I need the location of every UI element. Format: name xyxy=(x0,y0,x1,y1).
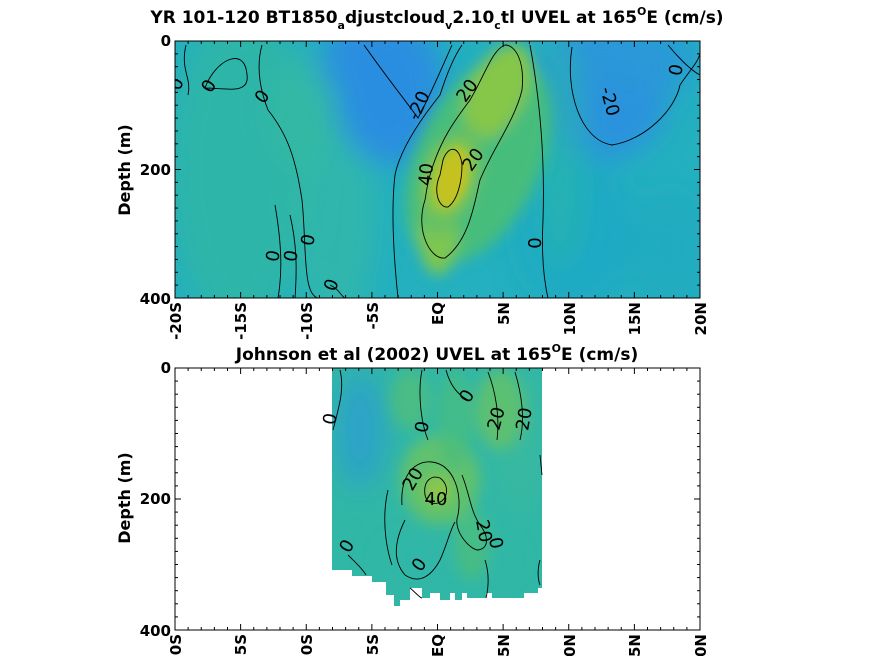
bottom-x-tick-labels: -20S -15S -10S -5S EQ 5N 10N 15N 20N xyxy=(167,634,710,656)
top-contour-20-outer xyxy=(421,44,523,259)
top-contour-neg20-east xyxy=(569,46,700,146)
bottom-y-minor-ticks xyxy=(175,367,700,631)
top-xtick-label: -10S xyxy=(298,302,316,340)
bottom-contour-zero-c xyxy=(395,519,456,580)
bottom-contours xyxy=(332,369,543,599)
bottom-ytick-label: 200 xyxy=(140,490,171,508)
top-xtick-label: -5S xyxy=(364,302,382,329)
top-contour-zero-west-2 xyxy=(204,58,248,90)
top-clabel: 0 xyxy=(280,249,303,264)
top-xtick-label: 15N xyxy=(626,302,644,335)
bottom-y-axis-label: Depth (m) xyxy=(115,452,134,544)
top-y-tick-labels: 0 200 400 xyxy=(140,32,171,308)
top-contour-zero-west-3 xyxy=(258,44,319,298)
top-contour-neg20-eq xyxy=(363,44,453,119)
bottom-contour-20-core xyxy=(401,461,487,551)
top-x-tick-labels: -20S -15S -10S -5S EQ 5N 10N 15N 20N xyxy=(167,302,710,340)
top-y-minor-ticks xyxy=(175,40,700,299)
top-ytick-label: 400 xyxy=(140,290,171,308)
bottom-clabel: 20 xyxy=(512,406,537,432)
bottom-contour-20-a xyxy=(487,371,499,441)
top-contour-40 xyxy=(436,148,463,208)
top-clabel: 0 xyxy=(297,233,320,248)
top-contour-zero-east xyxy=(529,44,549,298)
top-clabel: 40 xyxy=(415,162,438,187)
bottom-xtick-label: -10S xyxy=(298,634,316,656)
top-contour-zero-west-1 xyxy=(183,44,190,96)
bottom-xtick-label: 5N xyxy=(495,634,513,656)
bottom-ytick-label: 400 xyxy=(140,622,171,640)
top-x-minor-ticks xyxy=(174,41,701,298)
bottom-contour-zero-b xyxy=(445,369,469,401)
bottom-xtick-label: -20S xyxy=(167,634,185,656)
bottom-contour-zero-g xyxy=(539,454,543,476)
top-clabel: 0 xyxy=(665,63,688,78)
bottom-xtick-label: 10N xyxy=(561,634,579,656)
bottom-ytick-label: 0 xyxy=(161,359,171,377)
top-contour-zero-west-6 xyxy=(329,284,346,298)
bottom-clabel: 20 xyxy=(471,518,496,544)
bottom-contour-zero-a xyxy=(419,369,429,441)
bottom-clabel: 40 xyxy=(425,489,448,510)
top-xtick-label: 5N xyxy=(495,302,513,325)
bottom-clabel: 0 xyxy=(484,536,507,551)
bottom-heatmap: 0 0 0 20 20 20 40 20 0 0 0 xyxy=(175,368,700,630)
top-xtick-label: 10N xyxy=(561,302,579,335)
top-contour-zero-far-east xyxy=(667,44,700,76)
bottom-contour-zero-e xyxy=(347,554,367,576)
bottom-xtick-label: EQ xyxy=(429,634,447,656)
bottom-x-minor-ticks xyxy=(174,368,701,630)
bottom-xtick-label: 15N xyxy=(626,634,644,656)
top-xtick-label: -20S xyxy=(167,302,185,340)
bottom-contour-zero-f xyxy=(537,559,541,586)
top-contours xyxy=(183,44,700,298)
bottom-title: Johnson et al (2002) UVEL at 165OE (cm/s… xyxy=(235,342,638,365)
top-xtick-label: 20N xyxy=(692,302,710,335)
top-ytick-label: 0 xyxy=(161,32,171,50)
top-contour-zero-west-4 xyxy=(274,204,282,298)
bottom-contour-zero-d xyxy=(484,559,489,599)
top-xtick-label: -15S xyxy=(232,302,250,340)
bottom-xtick-label: -5S xyxy=(364,634,382,656)
top-clabel: 0 xyxy=(525,237,546,248)
bottom-clabel: 0 xyxy=(411,420,434,435)
bottom-contour-zero-west xyxy=(332,369,343,431)
top-contour-zero-west-5 xyxy=(289,214,297,298)
bottom-xtick-label: 20N xyxy=(692,634,710,656)
top-clabel: 0 xyxy=(262,249,285,264)
top-title: YR 101-120 BT1850adjustcloudv2.10ctl UVE… xyxy=(149,5,723,32)
top-heatmap: 0 0 0 0 0 0 0 0 0 -20 20 20 40 -20 xyxy=(175,41,700,298)
bottom-contour-zero-h xyxy=(384,489,393,566)
bottom-y-tick-labels: 0 200 400 xyxy=(140,359,171,640)
bottom-contour-zero-i xyxy=(409,587,423,599)
top-y-axis-label: Depth (m) xyxy=(115,124,134,216)
bottom-xtick-label: -15S xyxy=(232,634,250,656)
top-ytick-label: 200 xyxy=(140,161,171,179)
bottom-panel: Johnson et al (2002) UVEL at 165OE (cm/s… xyxy=(115,342,710,656)
bottom-contour-20-b xyxy=(514,371,523,441)
top-contour-zero-eq-west xyxy=(392,44,463,298)
bottom-clabel: 0 xyxy=(319,412,342,427)
top-panel: YR 101-120 BT1850adjustcloudv2.10ctl UVE… xyxy=(115,5,724,340)
top-xtick-label: EQ xyxy=(429,302,447,325)
bottom-contour-40 xyxy=(424,476,447,504)
